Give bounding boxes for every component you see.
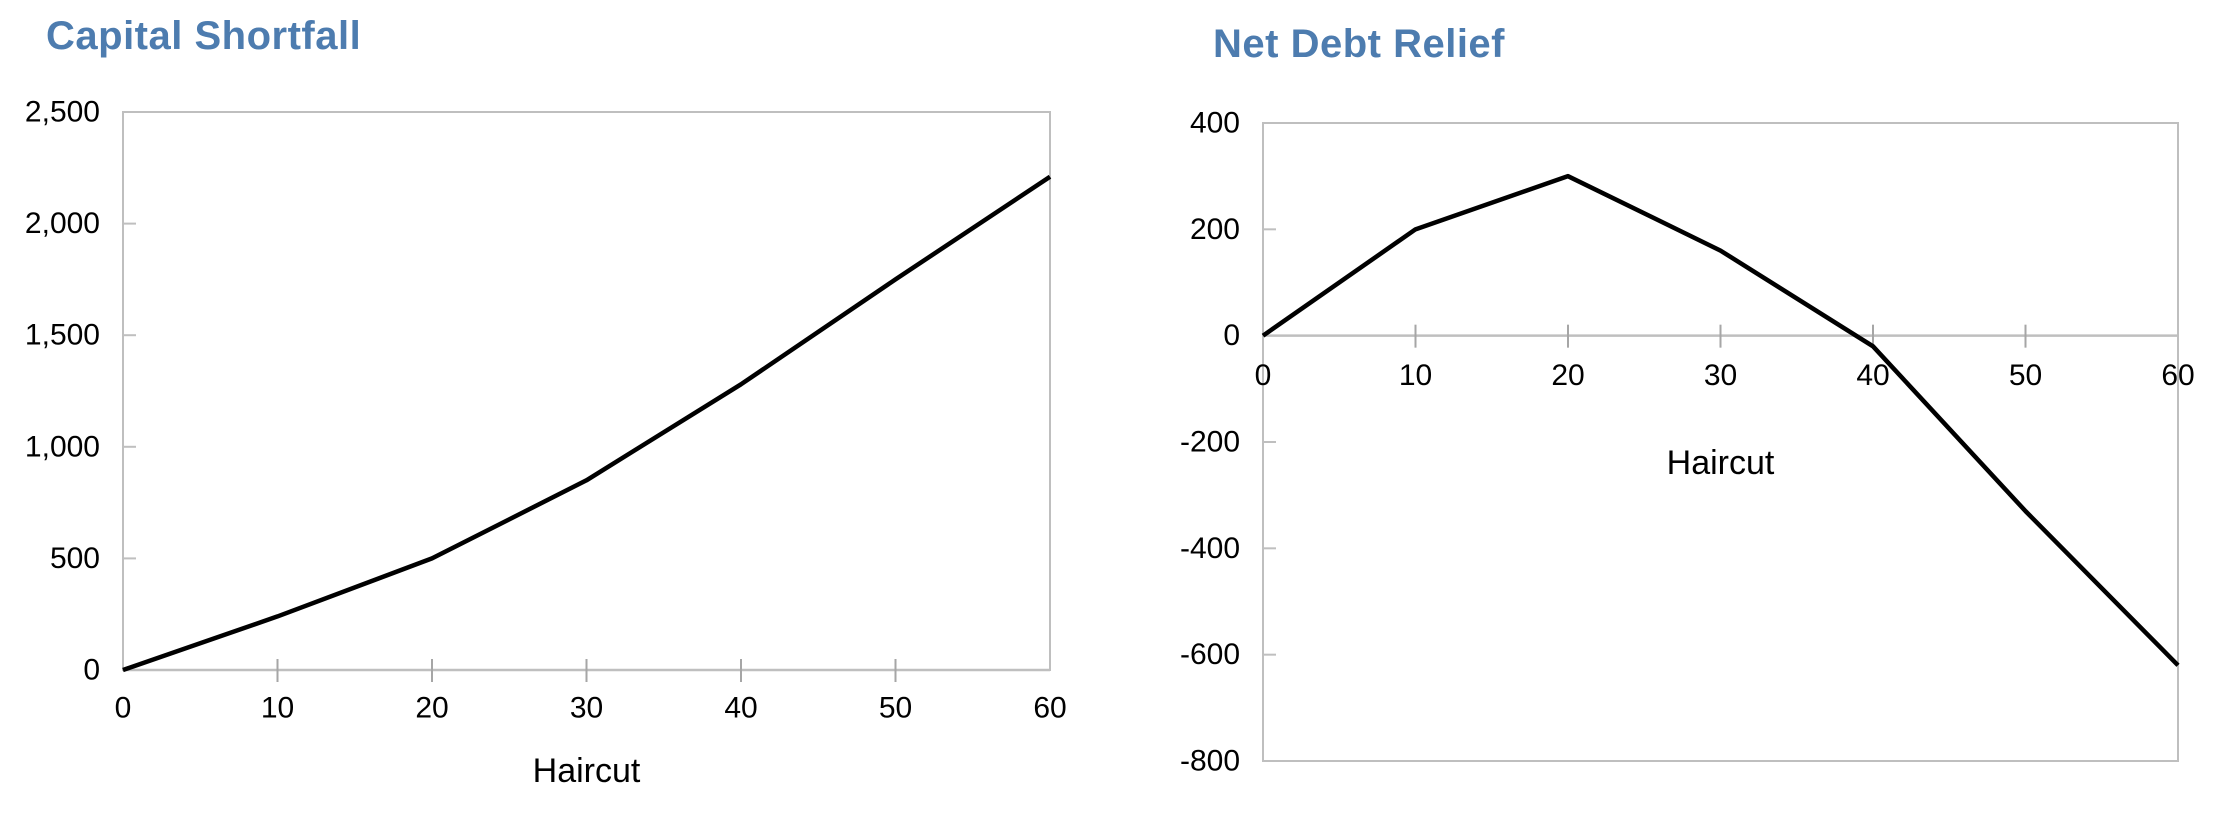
- series-line-net-debt-relief: [1261, 173, 2180, 667]
- x-tick-label: 30: [1704, 359, 1737, 392]
- x-tick-label: 10: [261, 692, 294, 725]
- plot-border: [122, 111, 1051, 671]
- y-tick-label: -400: [1180, 532, 1240, 565]
- x-tick-label: 60: [2161, 359, 2194, 392]
- y-tick-label: -600: [1180, 638, 1240, 671]
- y-tick-label: 0: [83, 654, 100, 687]
- x-axis-title-haircut-left: Haircut: [532, 752, 641, 790]
- x-tick-label: 20: [1551, 359, 1584, 392]
- x-tick-label: 40: [724, 692, 757, 725]
- x-tick-label: 0: [1255, 359, 1272, 392]
- y-tick-label: 200: [1190, 213, 1240, 246]
- y-tick-label: 2,000: [25, 207, 100, 240]
- capital-shortfall-plot: 0 500 1,000 1,500 2,000 2,500 0 10 20 30 40 50 60: [25, 96, 1067, 725]
- y-tick-label: 1,000: [25, 430, 100, 463]
- net-debt-relief-plot: 400 200 0 -200 -400 -600 -800 0 10 20 30 40 50 60: [1180, 107, 2195, 778]
- x-tick-label: 10: [1399, 359, 1432, 392]
- chart-title-capital-shortfall: Capital Shortfall: [46, 14, 362, 58]
- chart-title-net-debt-relief: Net Debt Relief: [1213, 22, 1505, 66]
- plot-border: [1262, 122, 2179, 762]
- x-tick-label: 0: [115, 692, 132, 725]
- y-tick-label: -800: [1180, 745, 1240, 778]
- y-tick-label: 2,500: [25, 96, 100, 129]
- series-line-capital-shortfall: [122, 174, 1052, 673]
- y-tick-label: 500: [50, 542, 100, 575]
- x-tick-label: 50: [879, 692, 912, 725]
- x-axis-title-haircut-right: Haircut: [1666, 444, 1775, 482]
- y-tick-label: 1,500: [25, 319, 100, 352]
- x-tick-label: 30: [570, 692, 603, 725]
- x-tick-label: 60: [1033, 692, 1066, 725]
- y-tick-label: 0: [1223, 319, 1240, 352]
- y-tick-label: -200: [1180, 426, 1240, 459]
- x-tick-label: 20: [415, 692, 448, 725]
- y-tick-label: 400: [1190, 107, 1240, 140]
- x-tick-label: 40: [1856, 359, 1889, 392]
- x-tick-label: 50: [2009, 359, 2042, 392]
